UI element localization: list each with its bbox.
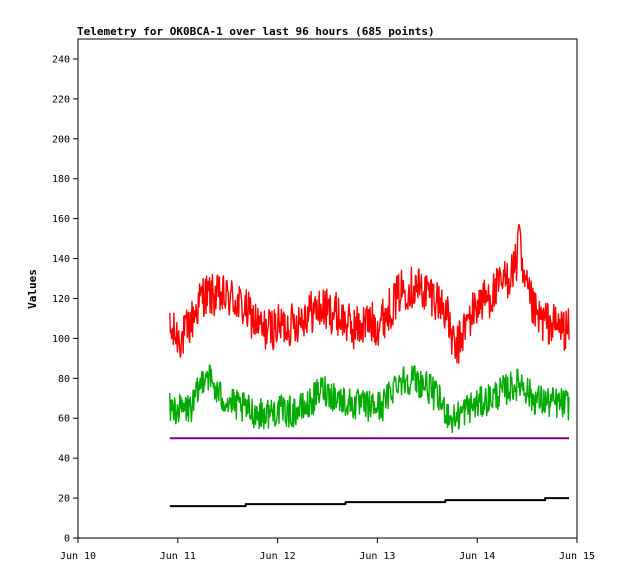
y-tick-label: 160 [52,214,70,225]
y-tick-label: 180 [52,174,70,185]
chart-title: Telemetry for OK0BCA-1 over last 96 hour… [77,25,435,38]
series-layer [169,224,570,508]
y-tick-label: 140 [52,254,70,265]
y-tick-label: 120 [52,294,70,305]
x-tick-label: Jun 10 [60,551,96,562]
x-tick-label: Jun 14 [459,551,495,562]
plot-frame [77,38,578,539]
y-tick-label: 100 [52,334,70,345]
x-axis: Jun 10 Jun 11 Jun 12 Jun 13 Jun 14 Jun 15 [60,538,595,562]
x-tick-label: Jun 13 [359,551,395,562]
y-axis-label: Values [26,269,39,309]
series-line-4 [169,497,569,508]
x-tick-label: Jun 11 [160,551,196,562]
y-tick-label: 220 [52,94,70,105]
y-axis: 0 20 40 60 80 100 120 140 160 180 200 220 240 [52,54,78,545]
y-tick-label: 60 [58,414,70,425]
y-tick-label: 0 [64,534,70,545]
y-tick-label: 40 [58,454,70,465]
x-tick-label: Jun 12 [260,551,296,562]
series-line-2 [169,364,570,433]
y-tick-label: 240 [52,54,70,65]
series-line-1 [169,224,570,364]
y-tick-label: 200 [52,134,70,145]
y-tick-label: 80 [58,374,70,385]
x-tick-label: Jun 15 [559,551,595,562]
y-tick-label: 20 [58,494,70,505]
